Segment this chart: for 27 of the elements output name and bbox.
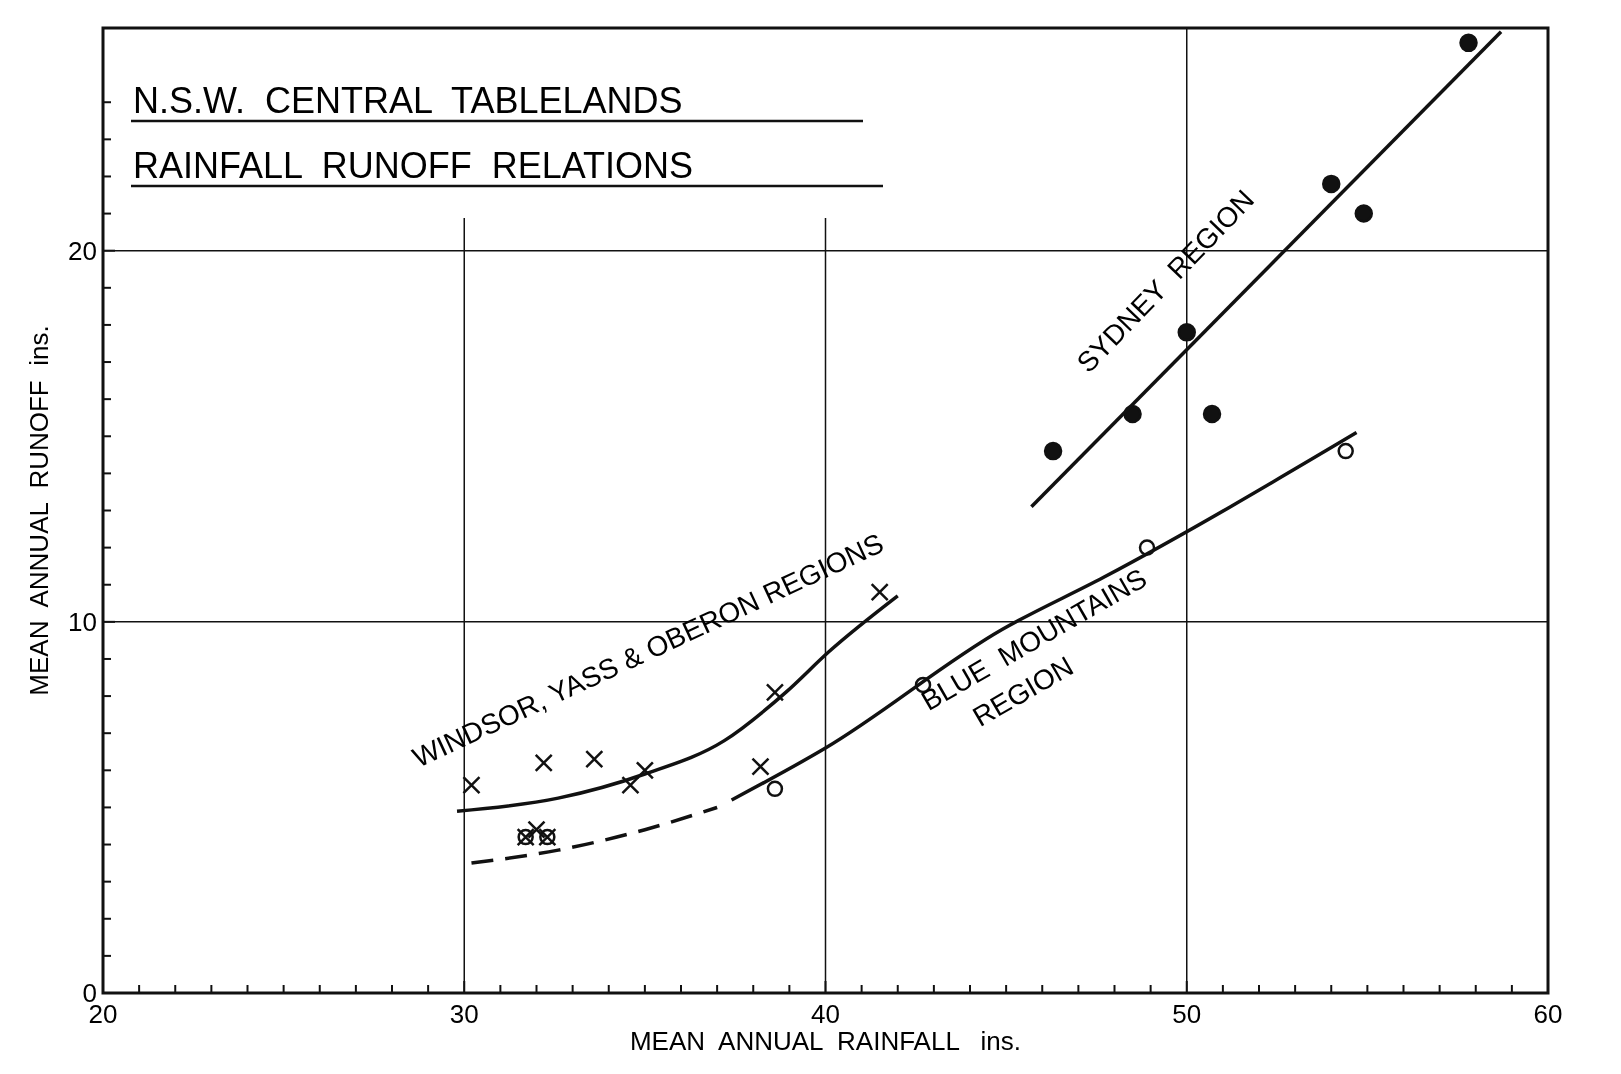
point [527, 820, 546, 839]
point [765, 683, 785, 702]
x-tick-label: 40 [811, 999, 840, 1029]
y-tick-label: 20 [68, 235, 97, 266]
point [621, 775, 640, 795]
point [1354, 204, 1374, 223]
text: RAINFALL RUNOFF RELATIONS [133, 145, 694, 186]
point [1202, 404, 1222, 424]
point [766, 780, 784, 798]
point [462, 775, 481, 795]
point [1177, 323, 1196, 342]
point [751, 757, 770, 776]
point [635, 761, 655, 780]
x-tick-label: 50 [1172, 999, 1202, 1029]
x-axis-title: MEAN ANNUAL RAINFALL ins. [629, 1026, 1022, 1056]
point [1322, 174, 1341, 194]
line-series [469, 805, 719, 865]
point [1337, 442, 1354, 460]
text: N.S.W. CENTRAL TABLELANDS [133, 80, 683, 121]
point [585, 749, 604, 769]
y-tick-label: 10 [68, 606, 97, 637]
x-tick-label: 60 [1533, 999, 1563, 1029]
point [1043, 441, 1063, 461]
x-tick-label: 30 [449, 999, 479, 1029]
point [1459, 33, 1478, 53]
y-axis-title: MEAN ANNUAL RUNOFF ins. [24, 325, 54, 696]
point [1138, 539, 1156, 556]
